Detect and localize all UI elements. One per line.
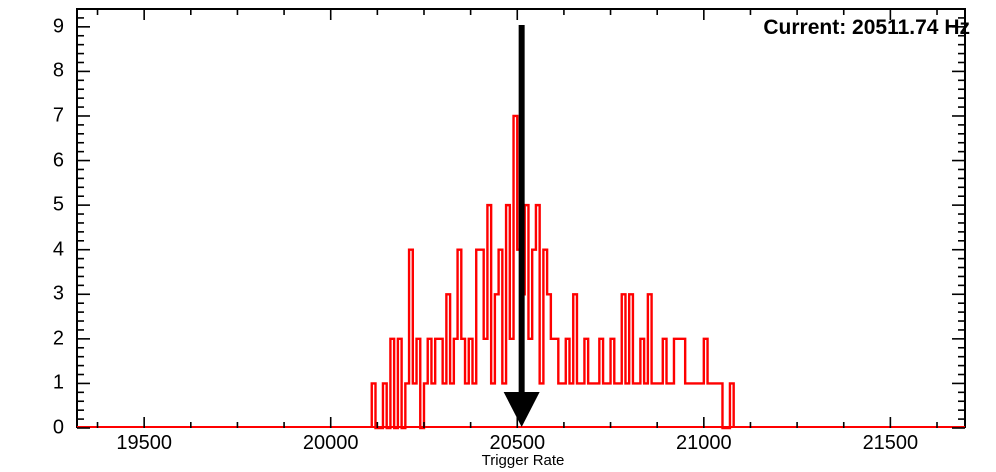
x-axis-tick-label: 19500 [116,432,172,454]
y-axis-tick-label: 8 [52,59,64,82]
x-axis-tick-label: 20000 [302,432,359,454]
current-rate-arrow [503,25,540,427]
x-axis-tick-label: 21000 [676,432,732,454]
y-axis-tick-label: 0 [52,416,64,439]
y-axis-tick-label: 5 [52,193,64,216]
y-axis-tick-label: 3 [52,282,64,305]
x-axis-tick-label: 21500 [862,432,919,454]
y-axis-tick-label: 4 [52,238,64,261]
y-axis-tick-label: 7 [52,104,64,127]
y-axis-tick-label: 6 [52,149,64,172]
x-axis-tick-label: 20500 [489,432,546,454]
y-axis-tick-label: 2 [52,327,64,350]
current-rate-readout: Current: 20511.74 Hz [763,16,970,39]
y-axis-tick-label: 9 [52,15,64,38]
y-axis-tick-label: 1 [52,371,64,394]
x-axis-title: Trigger Rate [481,452,565,469]
